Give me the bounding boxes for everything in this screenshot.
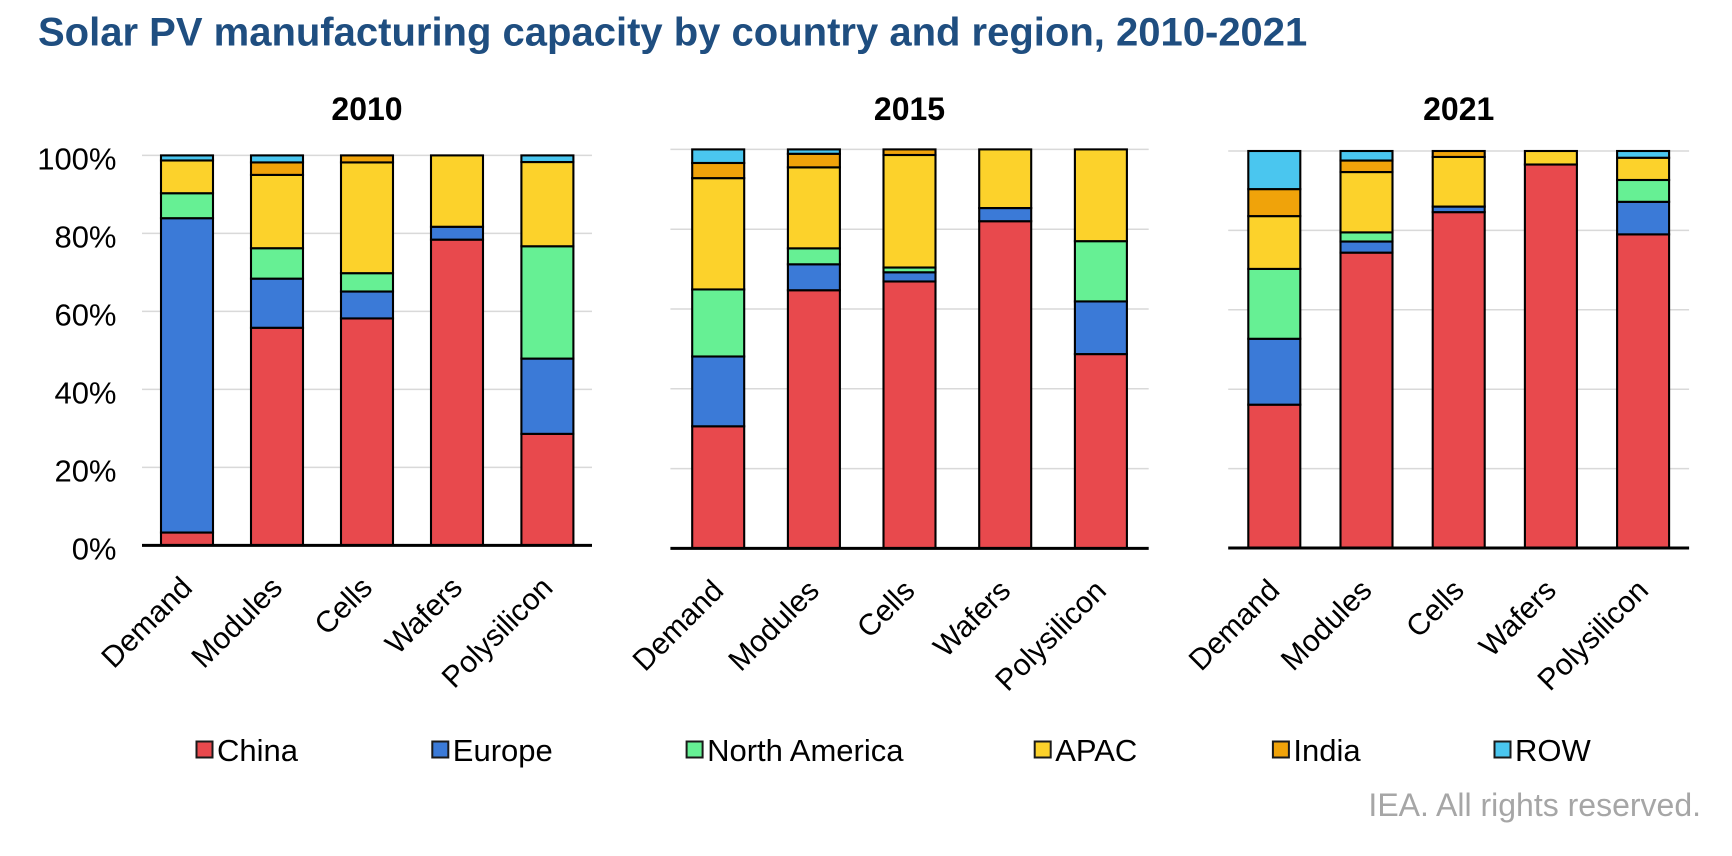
svg-text:APAC: APAC xyxy=(1055,733,1137,768)
svg-text:60%: 60% xyxy=(54,297,116,332)
svg-text:40%: 40% xyxy=(54,375,116,410)
svg-text:ROW: ROW xyxy=(1515,733,1592,768)
svg-text:0%: 0% xyxy=(72,531,117,566)
svg-text:China: China xyxy=(217,733,299,768)
svg-text:2021: 2021 xyxy=(1423,91,1494,127)
svg-text:80%: 80% xyxy=(54,219,116,254)
svg-text:Solar PV manufacturing capacit: Solar PV manufacturing capacity by count… xyxy=(38,11,1307,55)
svg-text:2015: 2015 xyxy=(874,91,945,127)
svg-text:100%: 100% xyxy=(37,141,116,176)
svg-text:North America: North America xyxy=(707,733,904,768)
svg-text:2010: 2010 xyxy=(331,91,402,127)
svg-text:20%: 20% xyxy=(54,453,116,488)
svg-text:India: India xyxy=(1293,733,1361,768)
svg-text:Europe: Europe xyxy=(453,733,553,768)
svg-text:IEA. All rights reserved.: IEA. All rights reserved. xyxy=(1368,787,1701,823)
